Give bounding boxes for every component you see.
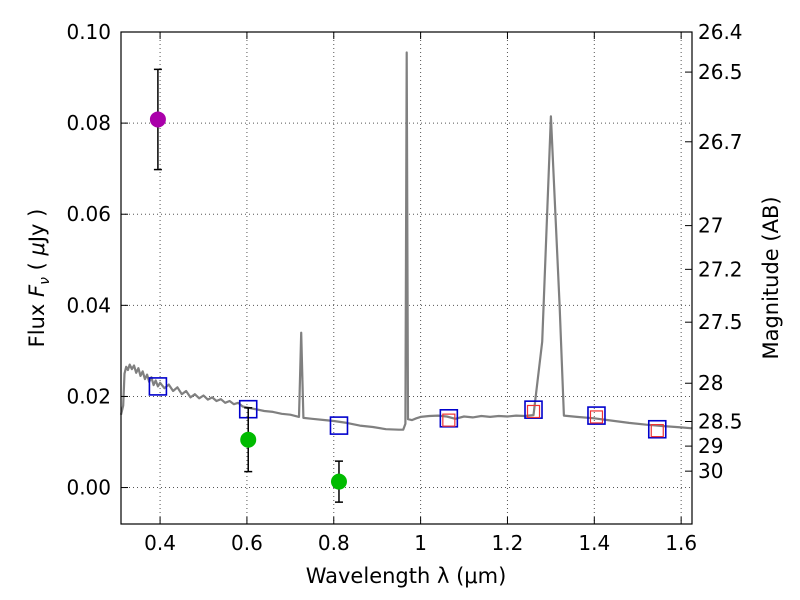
- detection-point-0: [149, 111, 166, 128]
- model-photometry-square-4: [524, 400, 543, 419]
- x-tick-label-3: 1: [414, 531, 427, 555]
- detection-point-2: [330, 473, 347, 490]
- x-tick-label-4: 1.2: [492, 531, 524, 555]
- observed-red-square-0: [442, 413, 456, 427]
- x-tick-label-6: 1.6: [665, 531, 697, 555]
- model-photometry-square-6: [647, 419, 667, 439]
- y-axis-title-flux: Flux: [25, 297, 49, 347]
- y-tick-label-3: 0.06: [66, 202, 111, 226]
- mag-tick-label-2: 26.7: [698, 130, 743, 154]
- x-tick-label-1: 0.6: [231, 531, 263, 555]
- y-axis-title-mu: μ: [25, 242, 49, 256]
- tick-layer: 0.4 0.6 0.8 1 1.2 1.4 1.6 0.00 0.02 0.04 0.06 0.08 0…: [66, 20, 742, 555]
- observed-red-square-3: [650, 424, 664, 438]
- y-axis-title-f: F: [25, 284, 49, 297]
- mag-tick-label-1: 26.5: [698, 60, 743, 84]
- spectrum-layer: [119, 51, 693, 431]
- model-photometry-square-2: [329, 416, 349, 435]
- mag-tick-label-0: 26.4: [698, 20, 743, 44]
- y-axis-title-unit: Jy ): [25, 209, 49, 245]
- mag-tick-label-6: 28: [698, 371, 723, 395]
- observed-red-square-1: [526, 404, 541, 419]
- plot-frame: [120, 31, 693, 525]
- model-photometry-square-3: [439, 409, 459, 428]
- y-axis-title-nu: ν: [37, 277, 53, 285]
- mag-tick-label-3: 27: [698, 214, 723, 238]
- detection-point-1: [240, 431, 257, 448]
- x-tick-label-2: 0.8: [318, 531, 350, 555]
- x-tick-label-5: 1.4: [578, 531, 610, 555]
- mag-tick-label-7: 28.5: [698, 410, 743, 434]
- y-tick-label-5: 0.10: [66, 20, 111, 44]
- mag-tick-label-4: 27.2: [698, 257, 743, 281]
- y-tick-label-0: 0.00: [66, 476, 111, 500]
- marker-layer: [148, 68, 667, 503]
- model-spectrum-line: [119, 51, 693, 431]
- y-axis-title-open: (: [25, 256, 49, 278]
- x-tick-label-0: 0.4: [144, 531, 176, 555]
- y2-axis-title: Magnitude (AB): [759, 196, 783, 359]
- mag-tick-label-5: 27.5: [698, 310, 743, 334]
- model-photometry-square-0: [148, 377, 168, 396]
- y-tick-label-1: 0.02: [66, 384, 111, 408]
- y-tick-label-2: 0.04: [66, 293, 111, 317]
- model-photometry-square-5: [587, 406, 606, 425]
- observed-red-square-2: [589, 410, 604, 424]
- x-axis-title: Wavelength λ (μm): [306, 564, 507, 588]
- mag-tick-label-8: 29: [698, 434, 723, 458]
- y-tick-label-4: 0.08: [66, 111, 111, 135]
- mag-tick-label-9: 30: [698, 459, 723, 483]
- y-axis-title: Flux Fν ( μJy ): [25, 209, 53, 348]
